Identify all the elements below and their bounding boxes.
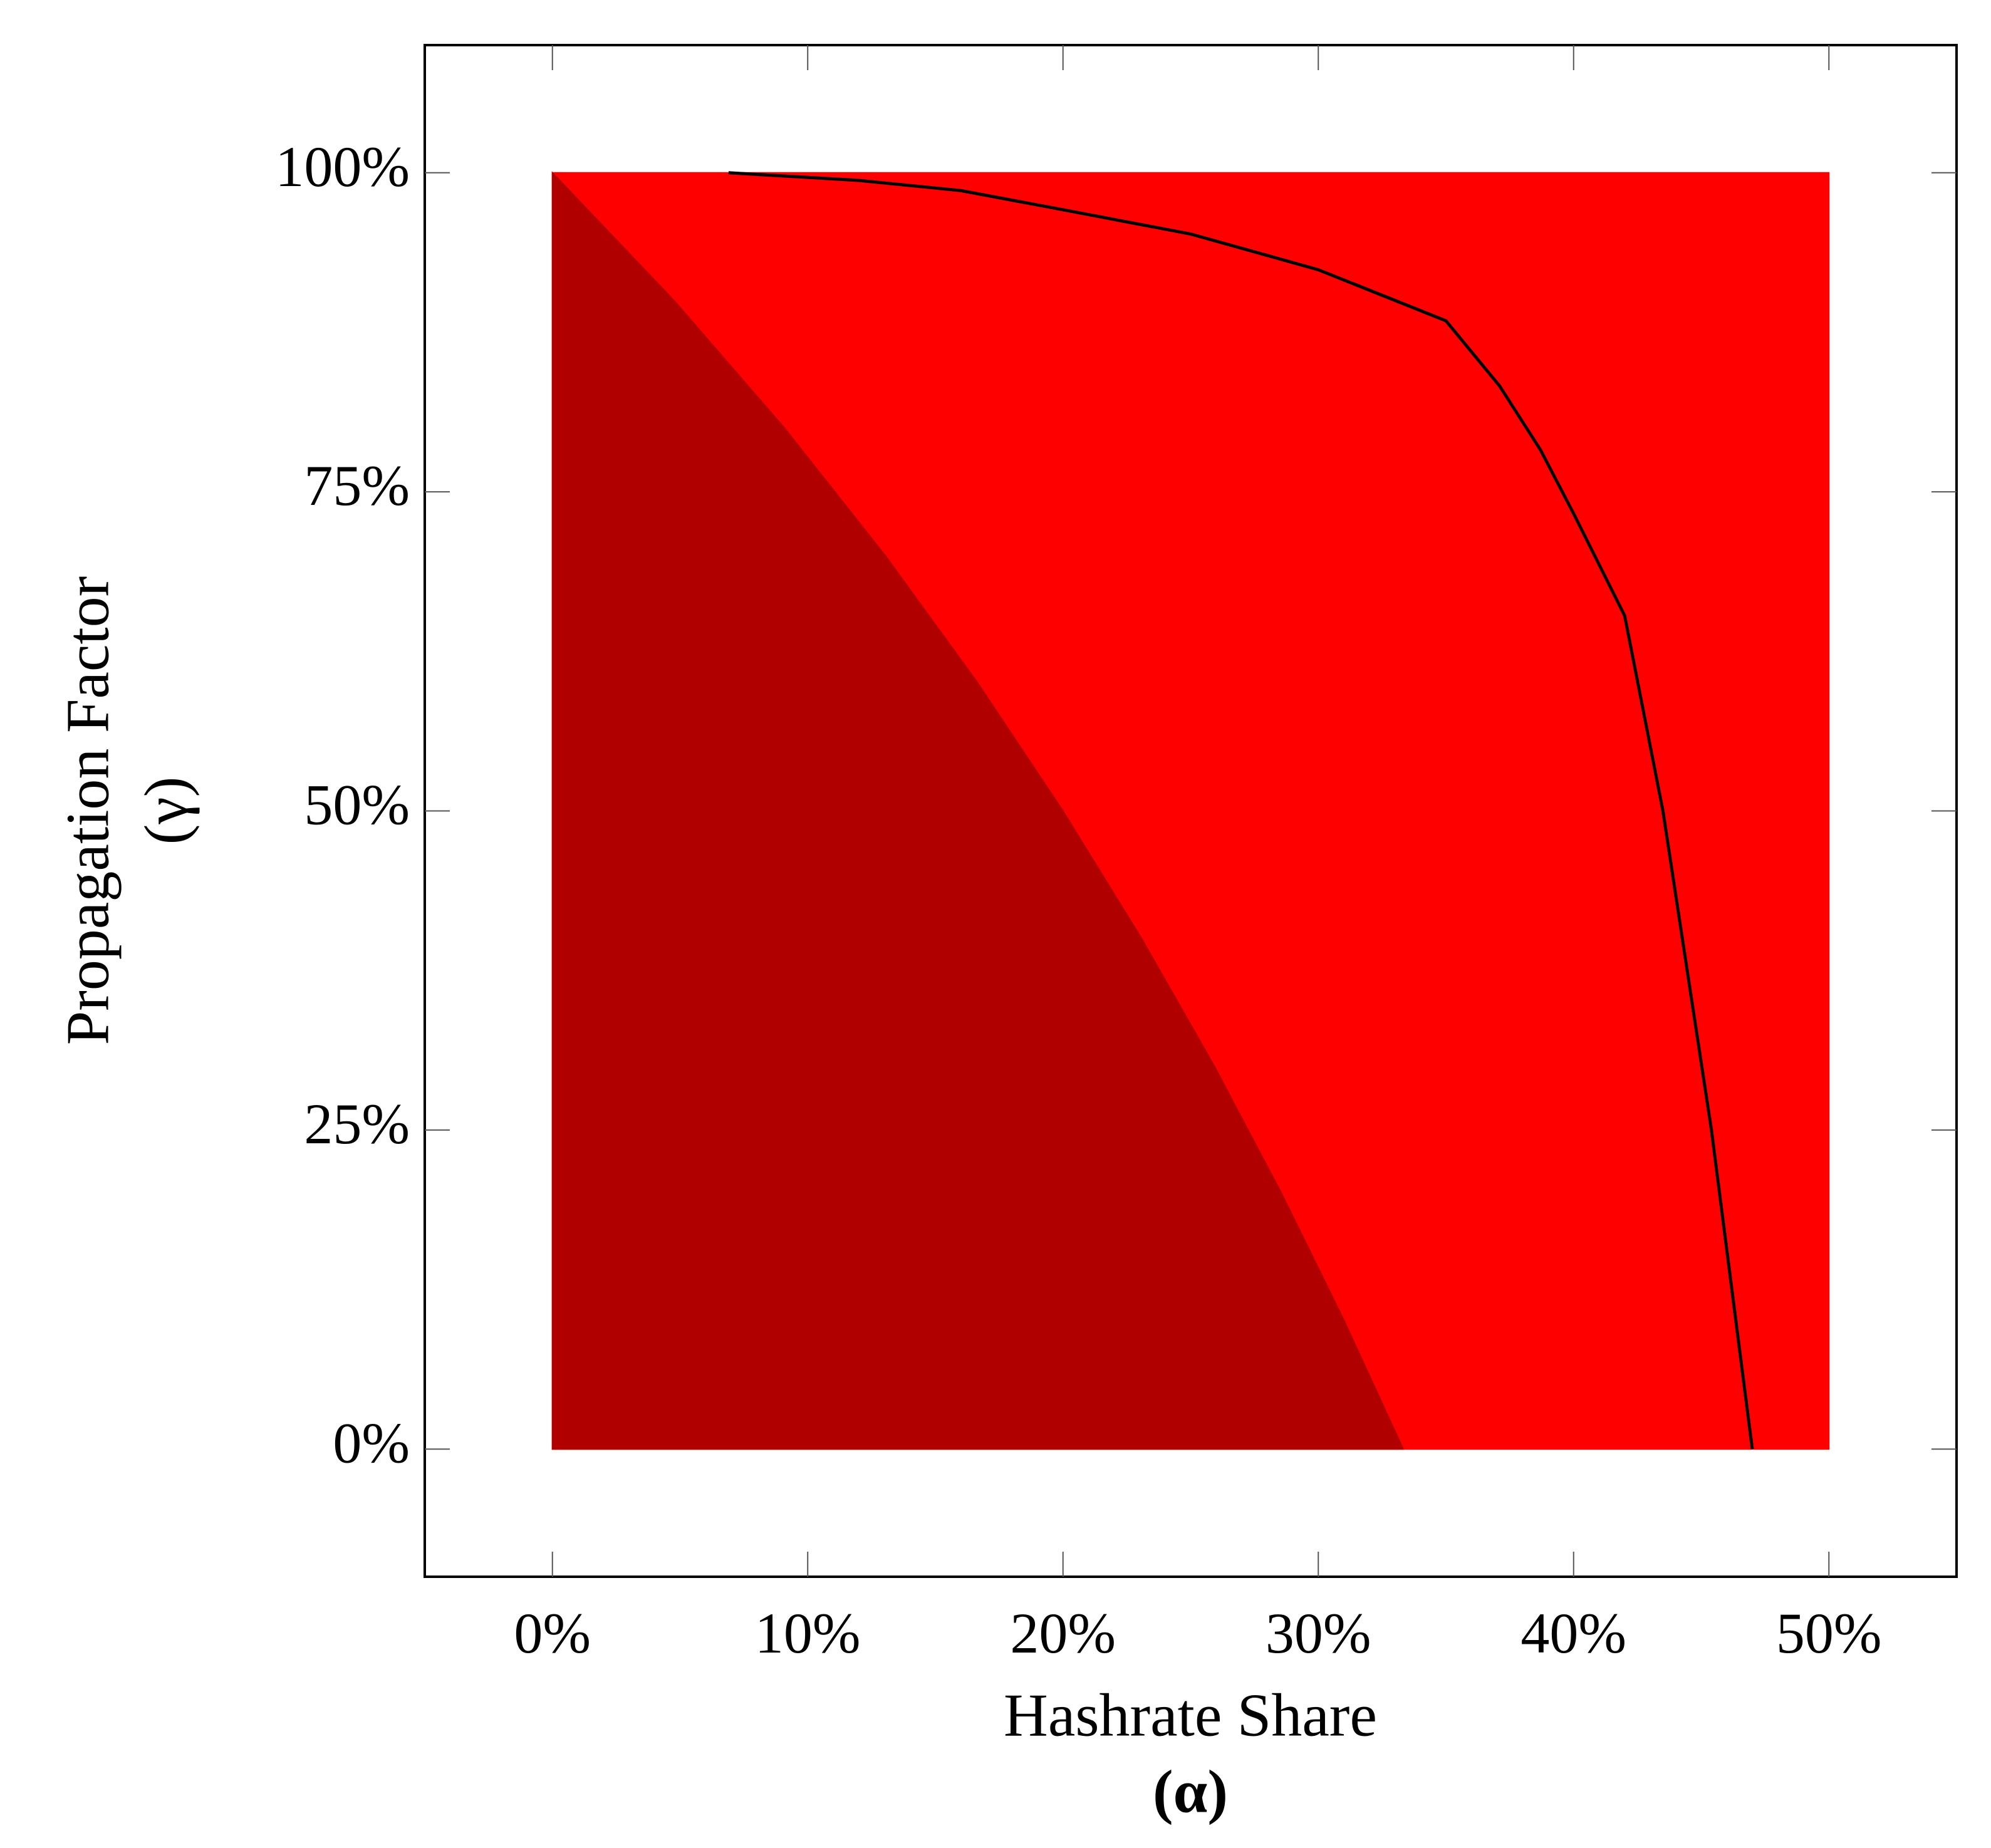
curve <box>728 171 1754 1450</box>
x-tick-label: 40% <box>1521 1601 1626 1665</box>
x-tick-label: 0% <box>514 1601 591 1665</box>
x-axis-label: Hashrate Share <box>1004 1681 1377 1749</box>
y-tick-label: 75% <box>304 454 410 517</box>
x-tick-label: 50% <box>1776 1601 1882 1665</box>
y-tick-label: 25% <box>304 1092 410 1156</box>
y-axis-symbol: (γ) <box>132 777 200 845</box>
y-tick-label: 0% <box>333 1411 410 1475</box>
region <box>551 171 1405 1450</box>
x-axis-symbol: (α) <box>1153 1758 1228 1825</box>
y-tick-label: 50% <box>304 773 410 837</box>
y-axis-label: Propagation Factor <box>54 576 122 1045</box>
y-tick-label: 100% <box>275 135 410 199</box>
x-tick-label: 30% <box>1266 1601 1371 1665</box>
x-tick-label: 20% <box>1010 1601 1116 1665</box>
x-tick-label: 10% <box>755 1601 861 1665</box>
